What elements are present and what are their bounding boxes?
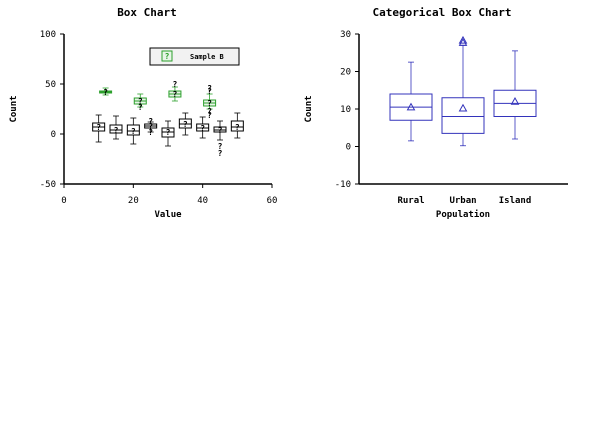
outlier-marker: ?	[207, 111, 212, 120]
legend-label: Sample B	[190, 53, 224, 61]
mean-marker: ?	[207, 99, 212, 108]
mean-marker: ?	[131, 127, 136, 136]
x-axis-label: Value	[154, 210, 182, 220]
mean-marker: ?	[96, 123, 101, 132]
y-tick-label: 100	[40, 30, 56, 40]
outlier-marker: ?	[207, 87, 212, 96]
y-tick-label: -50	[40, 180, 56, 190]
y-tick-label: 0	[346, 143, 351, 153]
box: ?	[92, 114, 106, 143]
y-tick-label: 50	[45, 80, 56, 90]
outlier-marker: ?	[218, 142, 223, 151]
y-tick-label: -10	[335, 180, 351, 190]
y-tick-label: 0	[51, 130, 56, 140]
box: ?	[99, 87, 113, 97]
outlier-marker	[458, 35, 468, 44]
x-tick-label: Island	[499, 196, 532, 206]
box	[389, 61, 433, 142]
outlier-marker: ?	[148, 128, 153, 137]
mean-marker: ?	[103, 88, 108, 97]
outlier-marker: ?	[207, 107, 212, 116]
left-axis-ticks: 0 20 40 60 -50 0 50 100	[40, 30, 278, 206]
legend: ? Sample B	[149, 47, 240, 66]
box: ?????	[203, 84, 217, 120]
box-body	[441, 97, 485, 134]
legend-swatch	[161, 50, 173, 62]
mean-marker	[406, 102, 416, 111]
chart-title: Box Chart	[117, 6, 177, 19]
box	[493, 50, 537, 140]
box: ???	[144, 117, 158, 137]
box: ??	[133, 93, 147, 112]
box: ?	[230, 112, 244, 139]
y-tick-label: 30	[340, 30, 351, 40]
x-tick-label: 40	[197, 196, 208, 206]
mean-marker: ?	[173, 90, 178, 99]
y-tick-label: 10	[340, 105, 351, 115]
left-plot-marks: ???????????????????????	[92, 80, 244, 158]
categorical-box-chart: Categorical Box Chart Rural Urban Island -1…	[304, 6, 568, 220]
box	[441, 35, 485, 147]
box: ???	[213, 120, 227, 158]
x-tick-label: 0	[61, 196, 66, 206]
x-tick-label: Urban	[449, 196, 476, 206]
mean-marker: ?	[218, 126, 223, 135]
right-plot-marks	[389, 35, 537, 147]
box: ?	[161, 120, 175, 147]
outlier-marker: ?	[148, 117, 153, 126]
box: ?	[126, 117, 140, 145]
x-axis-label: Population	[436, 209, 490, 220]
mean-marker: ?	[235, 123, 240, 132]
box-body	[126, 124, 140, 136]
box-body	[109, 124, 123, 134]
y-tick-label: 20	[340, 68, 351, 78]
legend-swatch-symbol: ?	[165, 52, 170, 61]
mean-marker: ?	[183, 120, 188, 129]
y-axis-label: Count	[9, 95, 19, 122]
box: ??	[168, 80, 182, 102]
box: ?	[109, 115, 123, 140]
y-axis-label: Count	[304, 95, 314, 122]
chart-title: Categorical Box Chart	[372, 6, 511, 19]
mean-marker	[458, 103, 468, 112]
outlier-marker: ?	[207, 84, 212, 93]
outlier-marker: ?	[218, 149, 223, 158]
box-body	[230, 120, 244, 132]
box-chart: Box Chart ??????????????????????? 0 20 40 6…	[9, 6, 277, 220]
x-tick-label: 20	[128, 196, 139, 206]
mean-marker: ?	[200, 124, 205, 133]
box: ?	[196, 116, 210, 139]
outlier-marker	[458, 38, 468, 46]
mean-marker: ?	[138, 97, 143, 106]
mean-marker	[510, 96, 520, 105]
outlier-marker: ?	[173, 80, 178, 89]
outlier-marker: ?	[138, 103, 143, 112]
right-axis-ticks: Rural Urban Island -10 0 10 20 30	[335, 30, 532, 206]
mean-marker: ?	[148, 122, 153, 131]
mean-marker: ?	[114, 126, 119, 135]
x-tick-label: Rural	[397, 196, 424, 206]
box: ?	[178, 112, 192, 136]
mean-marker: ?	[166, 128, 171, 137]
x-tick-label: 60	[267, 196, 278, 206]
